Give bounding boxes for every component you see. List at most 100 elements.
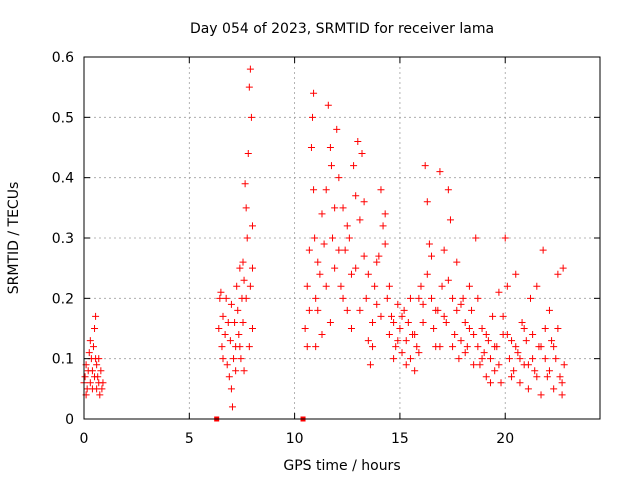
data-point xyxy=(369,318,377,326)
x-tick-label: 20 xyxy=(496,431,514,447)
data-point xyxy=(225,373,233,381)
data-point xyxy=(234,306,242,314)
data-point xyxy=(505,355,513,363)
data-point xyxy=(326,144,334,151)
data-point xyxy=(350,162,358,170)
data-point xyxy=(221,331,229,339)
data-point xyxy=(226,337,234,345)
data-point xyxy=(352,264,360,272)
data-point xyxy=(470,331,478,339)
data-point xyxy=(216,294,224,302)
data-point xyxy=(550,385,558,393)
data-point xyxy=(318,331,326,339)
data-point xyxy=(364,270,372,278)
data-point xyxy=(239,318,247,326)
data-point xyxy=(301,325,309,332)
data-point xyxy=(327,162,335,170)
data-point xyxy=(430,325,438,332)
data-point xyxy=(360,198,368,206)
data-point xyxy=(246,282,254,290)
data-point xyxy=(512,270,520,278)
data-point xyxy=(329,234,337,242)
data-point xyxy=(524,361,532,369)
data-point xyxy=(484,337,492,345)
data-point xyxy=(520,325,528,332)
data-point xyxy=(318,210,326,218)
data-point xyxy=(419,318,427,326)
data-point xyxy=(419,300,427,308)
data-point xyxy=(478,325,486,332)
data-point xyxy=(533,282,541,290)
data-point xyxy=(356,216,364,224)
data-point xyxy=(457,300,465,308)
data-point xyxy=(442,318,450,326)
data-point xyxy=(497,379,505,387)
data-point xyxy=(339,204,347,212)
data-point xyxy=(333,125,341,133)
data-point xyxy=(93,361,101,369)
data-point xyxy=(322,282,330,290)
data-point xyxy=(518,318,526,326)
data-point xyxy=(402,361,410,369)
data-point xyxy=(501,234,509,242)
data-point xyxy=(242,204,250,212)
data-point xyxy=(554,270,562,278)
data-point xyxy=(310,186,318,194)
data-point xyxy=(240,276,248,284)
data-point xyxy=(99,379,107,387)
data-point xyxy=(543,373,551,381)
data-point xyxy=(550,343,558,351)
data-point xyxy=(215,325,223,332)
data-point xyxy=(309,113,317,121)
data-point xyxy=(345,234,353,242)
x-tick-label: 5 xyxy=(185,431,194,447)
data-point xyxy=(459,294,467,302)
data-point xyxy=(337,282,345,290)
data-point xyxy=(400,306,408,314)
data-point xyxy=(457,337,465,345)
data-point xyxy=(98,385,106,393)
y-tick-label: 0.6 xyxy=(52,50,74,66)
data-point xyxy=(320,240,328,248)
data-point xyxy=(385,331,393,339)
data-point xyxy=(358,150,366,158)
data-point xyxy=(444,186,452,194)
data-point xyxy=(558,391,566,399)
data-point xyxy=(385,282,393,290)
data-point xyxy=(541,355,549,363)
data-point xyxy=(463,343,471,351)
y-axis-label: SRMTID / TECUs xyxy=(6,182,22,295)
data-point xyxy=(470,361,478,369)
data-point xyxy=(474,294,482,302)
data-point xyxy=(526,294,534,302)
chart-title: Day 054 of 2023, SRMTID for receiver lam… xyxy=(190,21,494,37)
data-point xyxy=(545,367,553,375)
data-point xyxy=(310,89,318,97)
data-point xyxy=(524,385,532,393)
data-point xyxy=(303,282,311,290)
data-point xyxy=(390,355,398,363)
data-point xyxy=(516,355,524,363)
data-point xyxy=(428,294,436,302)
data-point xyxy=(248,222,256,230)
data-point xyxy=(390,318,398,326)
data-point xyxy=(432,306,440,314)
data-point xyxy=(303,343,311,351)
data-point xyxy=(94,373,102,381)
data-point xyxy=(396,325,404,332)
axis-ticks: 0 0.1 0.2 0.3 0.4 0.5 0.6 0 5 10 15 20 xyxy=(52,50,600,447)
data-point xyxy=(387,312,395,320)
data-point xyxy=(239,258,247,266)
data-point xyxy=(476,361,484,369)
data-point xyxy=(347,325,355,332)
data-point xyxy=(347,270,355,278)
data-point xyxy=(453,306,461,314)
data-point xyxy=(436,343,444,351)
data-point xyxy=(423,198,431,206)
data-point xyxy=(88,385,96,393)
data-point xyxy=(495,361,503,369)
x-tick-label: 0 xyxy=(80,431,89,447)
data-point xyxy=(219,355,227,363)
data-point xyxy=(95,355,103,363)
